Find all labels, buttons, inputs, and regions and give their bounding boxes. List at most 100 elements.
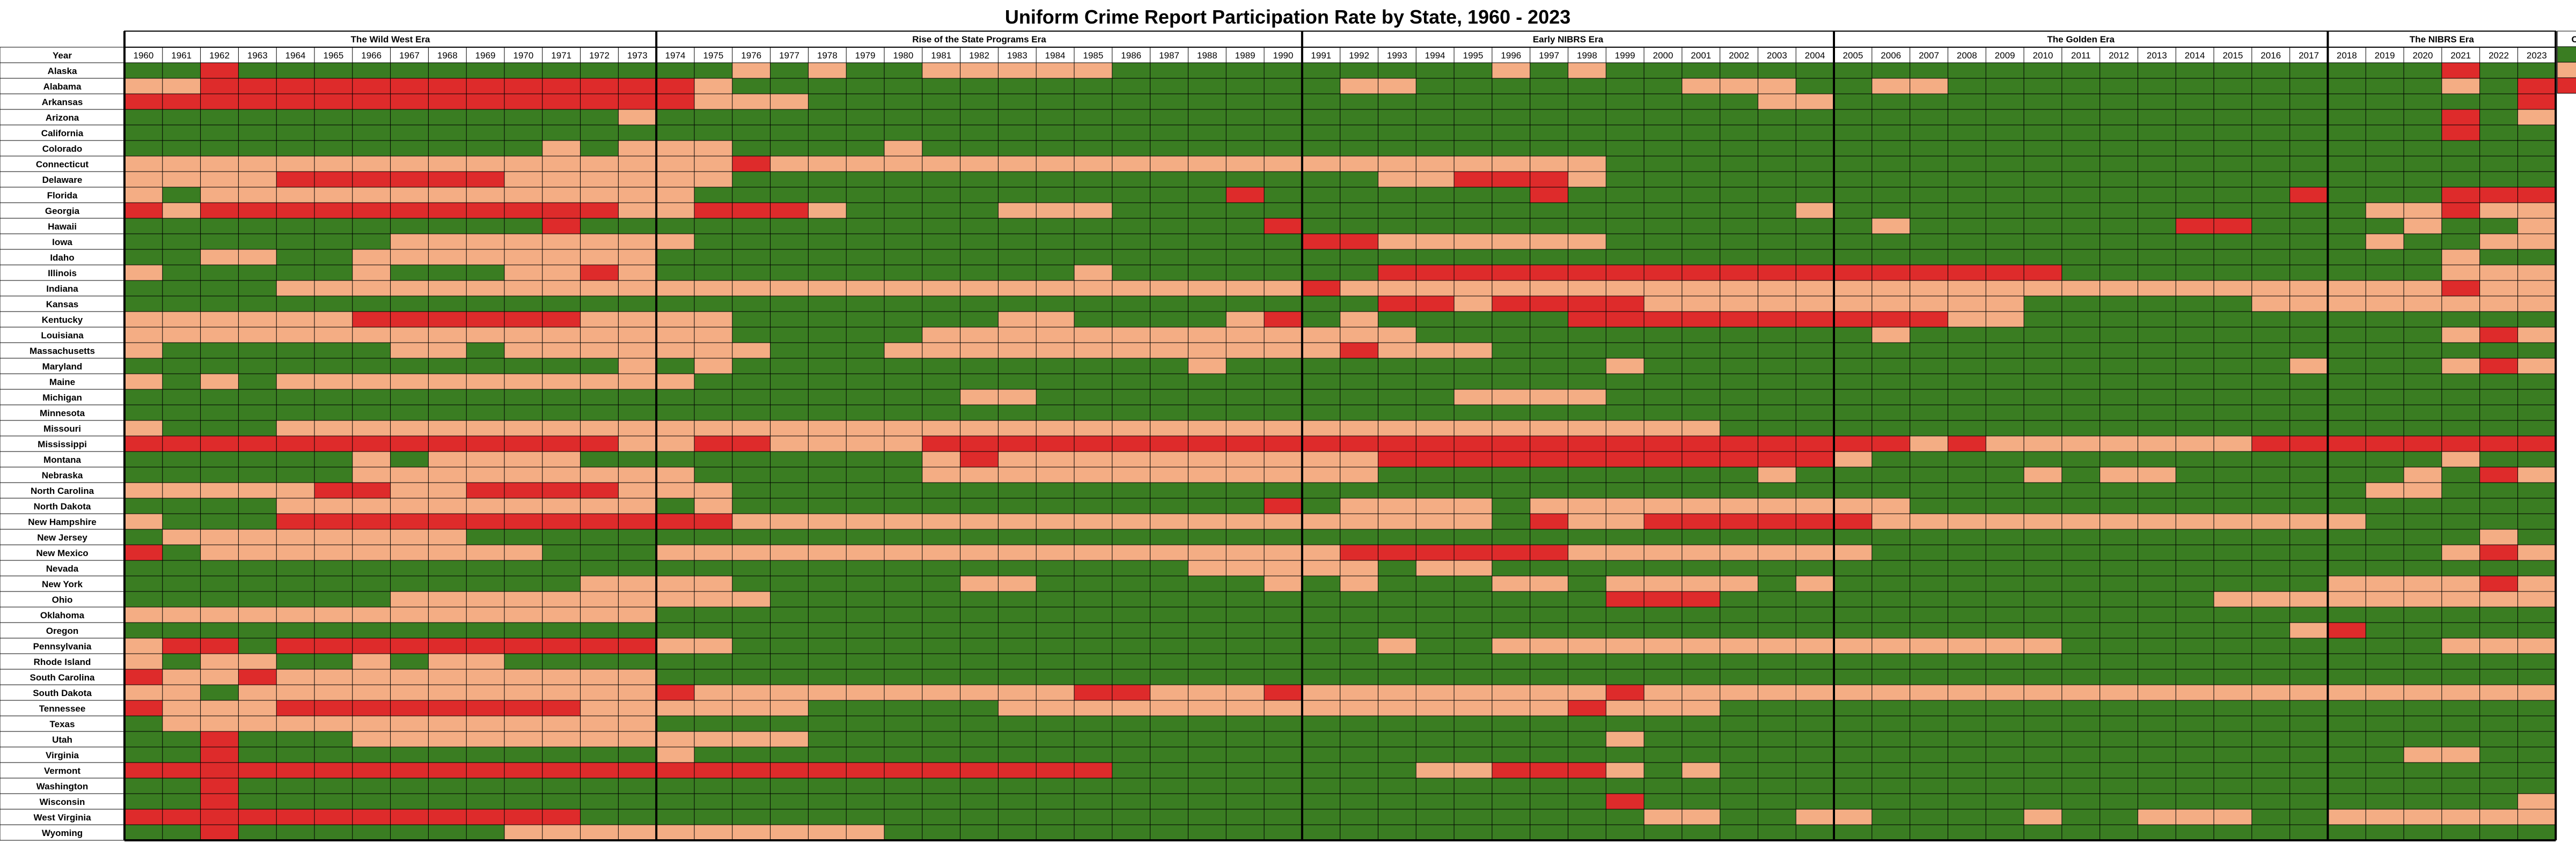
heatmap-cell <box>1758 420 1796 437</box>
heatmap-cell <box>732 140 771 157</box>
heatmap-cell <box>1758 716 1796 732</box>
heatmap-cell <box>1036 156 1075 172</box>
heatmap-cell <box>1644 436 1683 452</box>
heatmap-cell <box>1720 249 1758 265</box>
heatmap-cell <box>1530 825 1568 841</box>
heatmap-cell <box>770 296 809 312</box>
heatmap-cell <box>2441 63 2480 79</box>
heatmap-cell <box>1872 156 1911 172</box>
heatmap-cell <box>2289 218 2328 234</box>
heatmap-cell <box>542 296 581 312</box>
heatmap-cell <box>200 327 239 343</box>
heatmap-cell <box>352 78 391 94</box>
heatmap-cell <box>1758 203 1796 219</box>
heatmap-cell <box>200 187 239 203</box>
year-label: 1992 <box>1349 50 1369 61</box>
heatmap-cell <box>2479 156 2518 172</box>
heatmap-cell <box>1796 327 1834 343</box>
heatmap-cell <box>1112 312 1151 328</box>
heatmap-cell <box>1226 280 1265 297</box>
heatmap-cell <box>884 249 923 265</box>
heatmap-cell <box>2328 623 2366 639</box>
heatmap-cell <box>2138 825 2176 841</box>
era-header-cell <box>1301 31 1835 48</box>
heatmap-cell <box>2061 63 2101 79</box>
heatmap-cell <box>884 94 923 110</box>
heatmap-cell <box>998 234 1037 250</box>
heatmap-cell <box>998 109 1037 125</box>
heatmap-cell <box>1796 467 1834 483</box>
heatmap-cell <box>276 669 315 685</box>
heatmap-cell <box>1302 343 1341 359</box>
heatmap-cell <box>960 296 999 312</box>
heatmap-cell <box>884 203 923 219</box>
heatmap-cell <box>1796 78 1834 94</box>
heatmap-cell <box>2024 452 2063 468</box>
heatmap-cell <box>428 312 467 328</box>
heatmap-cell <box>2251 452 2291 468</box>
heatmap-cell <box>466 312 505 328</box>
heatmap-cell <box>314 63 353 79</box>
heatmap-cell <box>694 218 733 234</box>
heatmap-cell <box>124 265 163 281</box>
heatmap-cell <box>2061 763 2101 779</box>
heatmap-cell <box>808 312 847 328</box>
heatmap-cell <box>808 125 847 141</box>
heatmap-cell <box>1226 312 1265 328</box>
heatmap-cell <box>2214 203 2252 219</box>
heatmap-cell <box>2479 560 2518 576</box>
heatmap-cell <box>846 638 885 654</box>
heatmap-cell <box>504 358 543 374</box>
heatmap-cell <box>1834 327 1873 343</box>
heatmap-cell <box>1036 327 1075 343</box>
heatmap-cell <box>960 452 999 468</box>
heatmap-cell <box>1340 78 1378 94</box>
heatmap-cell <box>504 483 543 499</box>
heatmap-cell <box>808 763 847 779</box>
heatmap-cell <box>1986 436 2024 452</box>
heatmap-cell <box>770 700 809 716</box>
heatmap-cell <box>1910 763 1948 779</box>
heatmap-cell <box>1986 623 2024 639</box>
heatmap-cell <box>1036 794 1075 810</box>
heatmap-cell <box>2138 94 2176 110</box>
heatmap-cell <box>238 685 277 701</box>
heatmap-cell <box>2479 374 2518 390</box>
heatmap-cell <box>162 78 201 94</box>
heatmap-cell <box>2328 249 2366 265</box>
heatmap-cell <box>1986 763 2024 779</box>
heatmap-cell <box>2061 234 2101 250</box>
heatmap-cell <box>1834 483 1873 499</box>
state-label: Maine <box>49 377 75 387</box>
heatmap-cell <box>1150 436 1188 452</box>
heatmap-cell <box>656 638 695 654</box>
heatmap-cell <box>2366 203 2404 219</box>
heatmap-cell <box>276 343 315 359</box>
heatmap-cell <box>1378 327 1417 343</box>
heatmap-cell <box>770 669 809 685</box>
heatmap-cell <box>2100 249 2138 265</box>
heatmap-cell <box>1948 700 1986 716</box>
heatmap-cell <box>998 140 1037 157</box>
heatmap-cell <box>2366 514 2404 530</box>
heatmap-cell <box>428 716 467 732</box>
heatmap-cell <box>1796 312 1834 328</box>
heatmap-cell <box>1492 747 1531 763</box>
heatmap-cell <box>2441 389 2480 405</box>
heatmap-cell <box>162 343 201 359</box>
heatmap-cell <box>2024 560 2063 576</box>
heatmap-cell <box>2024 140 2063 157</box>
heatmap-cell <box>466 825 505 841</box>
heatmap-cell <box>2328 545 2366 561</box>
heatmap-cell <box>2214 731 2252 748</box>
heatmap-cell <box>2479 778 2518 794</box>
heatmap-cell <box>124 560 163 576</box>
state-label: Minnesota <box>40 408 85 418</box>
heatmap-cell <box>1530 669 1568 685</box>
heatmap-cell <box>238 109 277 125</box>
heatmap-cell <box>1720 234 1758 250</box>
heatmap-cell <box>1188 763 1227 779</box>
heatmap-cell <box>1606 700 1645 716</box>
state-label: Nevada <box>46 564 79 574</box>
heatmap-cell <box>1226 591 1265 608</box>
